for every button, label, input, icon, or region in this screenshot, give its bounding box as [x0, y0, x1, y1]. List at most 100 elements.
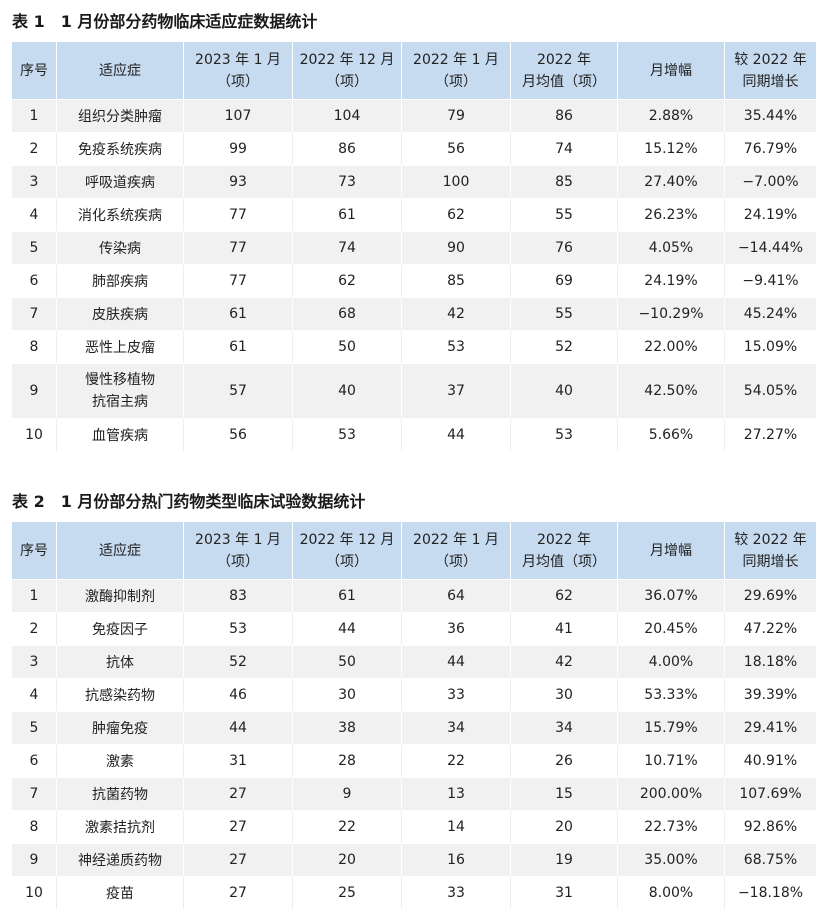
table-cell: 神经递质药物	[57, 843, 184, 876]
column-header: 2023 年 1 月（项）	[184, 42, 293, 99]
table-header-row: 序号 适应症 2023 年 1 月（项） 2022 年 12 月（项） 2022 年 1…	[12, 522, 816, 579]
column-header: 2023 年 1 月（项）	[184, 522, 293, 579]
table-cell: 7	[12, 777, 57, 810]
table-cell: 肺部疾病	[57, 264, 184, 297]
table-cell: 22	[293, 810, 402, 843]
table-cell: 53	[402, 330, 511, 363]
table-cell: 40	[511, 363, 618, 418]
table-cell: 44	[184, 711, 293, 744]
table-cell: 39.39%	[725, 678, 816, 711]
table-cell: 47.22%	[725, 612, 816, 645]
table-cell: 68	[293, 297, 402, 330]
table-cell: 29.69%	[725, 579, 816, 612]
table-cell: 15.79%	[618, 711, 725, 744]
table-cell: 86	[511, 99, 618, 132]
table-cell: 27	[184, 843, 293, 876]
table-cell: 86	[293, 132, 402, 165]
table-cell: 56	[402, 132, 511, 165]
table-cell: 53	[511, 418, 618, 451]
table-cell: 107.69%	[725, 777, 816, 810]
table-cell: 5.66%	[618, 418, 725, 451]
table-cell: 107	[184, 99, 293, 132]
table-row: 5 肿瘤免疫 44 38 34 34 15.79% 29.41%	[12, 711, 816, 744]
table-cell: −9.41%	[725, 264, 816, 297]
table-cell: 52	[511, 330, 618, 363]
table-row: 3 呼吸道疾病 93 73 100 85 27.40% −7.00%	[12, 165, 816, 198]
table-cell: 22.00%	[618, 330, 725, 363]
table-cell: 9	[12, 843, 57, 876]
table-cell: 激素	[57, 744, 184, 777]
table-cell: 29.41%	[725, 711, 816, 744]
table-cell: 5	[12, 231, 57, 264]
table-cell: 血管疾病	[57, 418, 184, 451]
table-cell: 55	[511, 297, 618, 330]
table-cell: 44	[293, 612, 402, 645]
table-cell: 31	[184, 744, 293, 777]
column-header: 2022 年月均值（项）	[511, 42, 618, 99]
table-cell: 27.27%	[725, 418, 816, 451]
table-cell: 62	[293, 264, 402, 297]
column-header: 序号	[12, 522, 57, 579]
table-cell: −18.18%	[725, 876, 816, 909]
table-cell: 35.44%	[725, 99, 816, 132]
table-cell: 22	[402, 744, 511, 777]
table-cell: 5	[12, 711, 57, 744]
table-row: 3 抗体 52 50 44 42 4.00% 18.18%	[12, 645, 816, 678]
table-cell: 62	[511, 579, 618, 612]
table-row: 4 抗感染药物 46 30 33 30 53.33% 39.39%	[12, 678, 816, 711]
table-cell: 79	[402, 99, 511, 132]
table-row: 1 组织分类肿瘤 107 104 79 86 2.88% 35.44%	[12, 99, 816, 132]
table-cell: 10	[12, 418, 57, 451]
column-header: 月增幅	[618, 42, 725, 99]
table-cell: 64	[402, 579, 511, 612]
table-cell: 4.00%	[618, 645, 725, 678]
table-cell: 50	[293, 645, 402, 678]
table-cell: 200.00%	[618, 777, 725, 810]
table-cell: 皮肤疾病	[57, 297, 184, 330]
table-cell: 27	[184, 876, 293, 909]
column-header: 适应症	[57, 42, 184, 99]
table-cell: 53	[184, 612, 293, 645]
table-cell: 42	[511, 645, 618, 678]
table-cell: 92.86%	[725, 810, 816, 843]
table-cell: 55	[511, 198, 618, 231]
table-cell: 99	[184, 132, 293, 165]
table-cell: 50	[293, 330, 402, 363]
table-cell: 26	[511, 744, 618, 777]
table-cell: 33	[402, 678, 511, 711]
table-cell: 77	[184, 198, 293, 231]
table-cell: 52	[184, 645, 293, 678]
table-cell: 疫苗	[57, 876, 184, 909]
table-row: 8 激素拮抗剂 27 22 14 20 22.73% 92.86%	[12, 810, 816, 843]
table-cell: 3	[12, 165, 57, 198]
table-cell: 19	[511, 843, 618, 876]
table-cell: 54.05%	[725, 363, 816, 418]
table-cell: 33	[402, 876, 511, 909]
table-cell: 1	[12, 579, 57, 612]
table-cell: 42	[402, 297, 511, 330]
table-row: 6 肺部疾病 77 62 85 69 24.19% −9.41%	[12, 264, 816, 297]
table-cell: 35.00%	[618, 843, 725, 876]
column-header: 较 2022 年同期增长	[725, 42, 816, 99]
table-cell: 73	[293, 165, 402, 198]
table-cell: 40.91%	[725, 744, 816, 777]
column-header: 2022 年月均值（项）	[511, 522, 618, 579]
table-cell: 抗感染药物	[57, 678, 184, 711]
table-cell: 7	[12, 297, 57, 330]
table-cell: 4	[12, 678, 57, 711]
table-cell: 抗体	[57, 645, 184, 678]
table-cell: 62	[402, 198, 511, 231]
table-row: 7 皮肤疾病 61 68 42 55 −10.29% 45.24%	[12, 297, 816, 330]
table-cell: 61	[184, 330, 293, 363]
table-cell: 8	[12, 810, 57, 843]
table-row: 9 神经递质药物 27 20 16 19 35.00% 68.75%	[12, 843, 816, 876]
table-cell: 83	[184, 579, 293, 612]
table-cell: 56	[184, 418, 293, 451]
table-cell: 34	[511, 711, 618, 744]
table-cell: 20.45%	[618, 612, 725, 645]
table-cell: 慢性移植物 抗宿主病	[57, 363, 184, 418]
table-row: 7 抗菌药物 27 9 13 15 200.00% 107.69%	[12, 777, 816, 810]
table-1: 序号 适应症 2023 年 1 月（项） 2022 年 12 月（项） 2022 年 1…	[12, 42, 816, 451]
table-cell: 44	[402, 418, 511, 451]
table-cell: 30	[511, 678, 618, 711]
